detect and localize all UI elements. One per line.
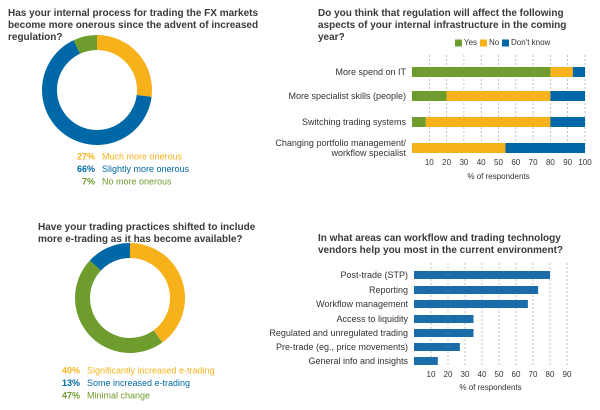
x-tick-label: 60 <box>511 158 520 167</box>
x-tick-label: 40 <box>477 158 486 167</box>
x-tick-label: 80 <box>546 158 555 167</box>
x-tick-label: 80 <box>546 370 555 379</box>
x-axis-label: % of respondents <box>467 172 529 181</box>
bar-segment <box>550 91 585 101</box>
donut-segment <box>97 35 152 97</box>
donut-segment <box>73 35 97 54</box>
category-label: General info and insights <box>308 356 408 366</box>
legend-label: Some increased e-trading <box>87 378 190 388</box>
donut-segment <box>74 260 163 353</box>
x-tick-label: 70 <box>529 370 538 379</box>
bar-segment <box>412 117 426 127</box>
legend-swatch <box>502 39 509 47</box>
x-tick-label: 30 <box>461 370 470 379</box>
legend-value: 7% <box>82 176 95 186</box>
chart-title: Have your trading practices shifted to i… <box>38 222 256 245</box>
chart-title: Do you think that regulation will affect… <box>318 8 567 43</box>
chart-title: In what areas can workflow and trading t… <box>318 233 564 256</box>
legend-label: Much more onerous <box>102 151 183 161</box>
category-label: Reporting <box>368 285 408 295</box>
bar-segment <box>550 117 585 127</box>
category-label: Switching trading systems <box>301 117 406 127</box>
bar-segment <box>446 91 551 101</box>
legend-label: Slightly more onerous <box>102 164 190 174</box>
legend-label: No <box>489 38 500 47</box>
legend-label: Don't know <box>511 38 551 47</box>
x-tick-label: 90 <box>563 158 572 167</box>
legend-swatch <box>455 39 462 47</box>
bar <box>414 343 460 351</box>
x-tick-label: 20 <box>442 158 451 167</box>
legend-value: 40% <box>62 365 80 375</box>
x-tick-label: 50 <box>495 370 504 379</box>
bar <box>414 300 528 308</box>
x-tick-label: 10 <box>425 158 434 167</box>
legend-value: 13% <box>62 378 80 388</box>
category-label: Regulated and unregulated trading <box>269 328 408 338</box>
legend-value: 66% <box>77 164 95 174</box>
bar-segment <box>505 143 585 153</box>
x-tick-label: 10 <box>427 370 436 379</box>
legend-label: Yes <box>464 38 477 47</box>
bar-segment <box>550 67 573 77</box>
category-label: Access to liquidity <box>336 314 408 324</box>
legend-label: Minimal change <box>87 390 150 400</box>
bar-segment <box>412 143 506 153</box>
bar-segment <box>425 117 551 127</box>
x-tick-label: 20 <box>444 370 453 379</box>
category-label: Workflow management <box>316 299 408 309</box>
category-label: More spend on IT <box>335 67 406 77</box>
legend-swatch <box>480 39 487 47</box>
category-label: Pre-trade (eg., price movements) <box>275 342 408 352</box>
category-label: Post-trade (STP) <box>340 270 408 280</box>
donut-segment <box>89 243 130 271</box>
x-tick-label: 50 <box>494 158 503 167</box>
bar-segment <box>412 91 447 101</box>
bar-segment <box>412 67 551 77</box>
legend-label: Significantly increased e-trading <box>87 365 215 375</box>
x-tick-label: 70 <box>529 158 538 167</box>
x-tick-label: 90 <box>563 370 572 379</box>
bar <box>414 271 550 279</box>
category-label: More specialist skills (people) <box>288 91 406 101</box>
legend-value: 27% <box>77 151 95 161</box>
category-label: Changing portfolio management/ workflow … <box>275 138 406 158</box>
bar <box>414 357 438 365</box>
chart-title: Has your internal process for trading th… <box>8 8 259 43</box>
x-tick-label: 60 <box>512 370 521 379</box>
bar <box>414 315 474 323</box>
x-axis-label: % of respondents <box>459 383 521 392</box>
bar <box>414 329 474 337</box>
bar <box>414 286 539 294</box>
bar-segment <box>572 67 585 77</box>
legend-value: 47% <box>62 390 80 400</box>
x-tick-label: 30 <box>459 158 468 167</box>
donut-segment <box>130 243 185 343</box>
x-tick-label: 100 <box>578 158 592 167</box>
x-tick-label: 40 <box>478 370 487 379</box>
legend-label: No more onerous <box>102 176 172 186</box>
